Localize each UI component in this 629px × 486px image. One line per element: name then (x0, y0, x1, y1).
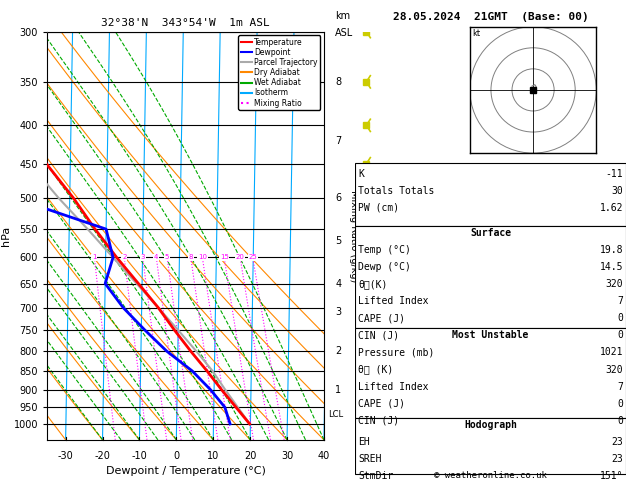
Text: 5: 5 (165, 255, 169, 260)
Text: Dewpoint / Temperature (°C): Dewpoint / Temperature (°C) (106, 467, 265, 476)
Text: 23: 23 (611, 454, 623, 465)
Text: km: km (335, 11, 350, 21)
Text: 7: 7 (617, 382, 623, 392)
Text: 40: 40 (318, 451, 330, 461)
Text: 1021: 1021 (599, 347, 623, 358)
Text: 0: 0 (617, 330, 623, 341)
Text: 8: 8 (189, 255, 193, 260)
Text: 0: 0 (617, 313, 623, 324)
Text: 7: 7 (617, 296, 623, 307)
Text: Temp (°C): Temp (°C) (358, 245, 411, 256)
Text: 25: 25 (248, 255, 257, 260)
Bar (355, 163, 626, 226)
Bar (355, 328, 626, 418)
Text: 19.8: 19.8 (599, 245, 623, 256)
Text: θᴇ (K): θᴇ (K) (358, 364, 393, 375)
Text: 3: 3 (335, 307, 342, 317)
Text: © weatheronline.co.uk: © weatheronline.co.uk (434, 471, 547, 480)
Text: 2: 2 (335, 346, 342, 356)
Text: EH: EH (358, 437, 370, 448)
Text: Surface: Surface (470, 228, 511, 239)
Text: 151°: 151° (599, 471, 623, 482)
Text: Totals Totals: Totals Totals (358, 186, 435, 196)
Text: 28.05.2024  21GMT  (Base: 00): 28.05.2024 21GMT (Base: 00) (392, 12, 589, 22)
Text: Lifted Index: Lifted Index (358, 296, 428, 307)
Text: 14.5: 14.5 (599, 262, 623, 273)
Text: PW (cm): PW (cm) (358, 203, 399, 213)
Text: 3: 3 (140, 255, 145, 260)
Text: Pressure (mb): Pressure (mb) (358, 347, 435, 358)
Text: 4: 4 (335, 278, 342, 289)
Text: kt: kt (472, 29, 480, 38)
Text: 320: 320 (606, 279, 623, 290)
Text: K: K (358, 169, 364, 179)
Text: Most Unstable: Most Unstable (452, 330, 529, 341)
Text: Hodograph: Hodograph (464, 420, 517, 431)
Text: Dewp (°C): Dewp (°C) (358, 262, 411, 273)
Text: 7: 7 (335, 136, 342, 146)
Text: LCL: LCL (328, 410, 343, 418)
Legend: Temperature, Dewpoint, Parcel Trajectory, Dry Adiabat, Wet Adiabat, Isotherm, Mi: Temperature, Dewpoint, Parcel Trajectory… (238, 35, 320, 110)
Text: 320: 320 (606, 364, 623, 375)
Text: 15: 15 (220, 255, 228, 260)
Text: 30: 30 (281, 451, 293, 461)
Text: 10: 10 (198, 255, 207, 260)
Text: 20: 20 (244, 451, 257, 461)
Text: 1: 1 (335, 384, 342, 395)
Text: CAPE (J): CAPE (J) (358, 399, 405, 409)
Text: 2: 2 (122, 255, 126, 260)
Text: -11: -11 (606, 169, 623, 179)
Text: Lifted Index: Lifted Index (358, 382, 428, 392)
Text: 30: 30 (611, 186, 623, 196)
Text: ASL: ASL (335, 28, 353, 38)
Text: StmDir: StmDir (358, 471, 393, 482)
Text: θᴇ(K): θᴇ(K) (358, 279, 387, 290)
Text: -30: -30 (58, 451, 74, 461)
Text: 23: 23 (611, 437, 623, 448)
Bar (355, 418, 626, 474)
Text: 6: 6 (335, 193, 342, 203)
Text: 0: 0 (617, 416, 623, 426)
Text: CIN (J): CIN (J) (358, 416, 399, 426)
Bar (355, 226, 626, 328)
Title: 32°38'N  343°54'W  1m ASL: 32°38'N 343°54'W 1m ASL (101, 18, 270, 28)
Text: 1.62: 1.62 (599, 203, 623, 213)
Text: -20: -20 (94, 451, 111, 461)
Y-axis label: hPa: hPa (1, 226, 11, 246)
Text: 8: 8 (335, 77, 342, 87)
Text: 5: 5 (335, 236, 342, 246)
Text: 10: 10 (207, 451, 220, 461)
Text: CAPE (J): CAPE (J) (358, 313, 405, 324)
Text: Mixing Ratio (g/kg): Mixing Ratio (g/kg) (349, 190, 359, 282)
Text: 0: 0 (617, 399, 623, 409)
Text: 1: 1 (92, 255, 97, 260)
Text: 20: 20 (236, 255, 245, 260)
Text: 0: 0 (173, 451, 179, 461)
Text: SREH: SREH (358, 454, 382, 465)
Text: -10: -10 (131, 451, 147, 461)
Text: 4: 4 (154, 255, 159, 260)
Text: CIN (J): CIN (J) (358, 330, 399, 341)
